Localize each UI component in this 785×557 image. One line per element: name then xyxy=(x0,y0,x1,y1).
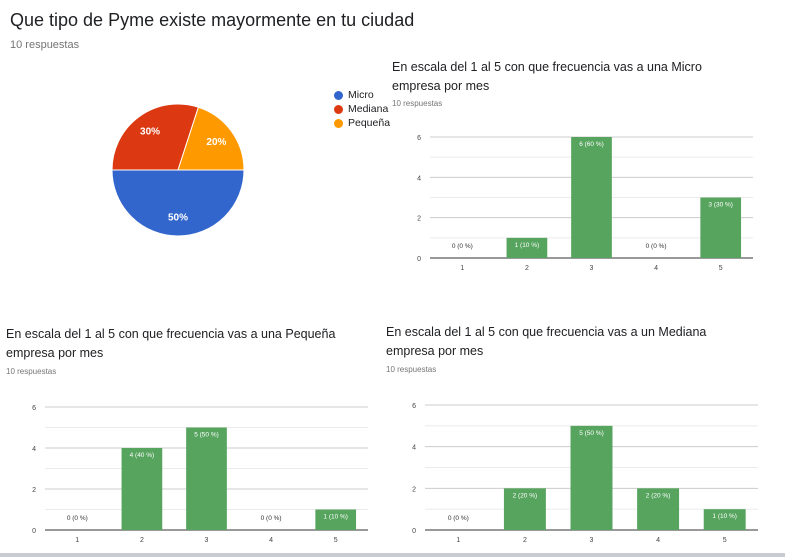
pie-legend: Micro Mediana Pequeña xyxy=(334,88,390,130)
bar-value-label: 3 (30 %) xyxy=(708,202,733,209)
mediana-chart-response-count: 10 respuestas xyxy=(386,365,437,374)
bar-value-label: 5 (50 %) xyxy=(194,432,219,439)
bar-value-label: 1 (10 %) xyxy=(712,513,737,520)
bar-value-label: 1 (10 %) xyxy=(515,242,540,249)
micro-chart-response-count: 10 respuestas xyxy=(392,99,443,108)
x-tick-label: 3 xyxy=(590,265,594,272)
bottom-divider xyxy=(0,553,785,557)
pie-chart: 50% 30% 20% xyxy=(111,103,245,237)
pie-slice-pequena[interactable] xyxy=(177,106,245,171)
x-tick-label: 1 xyxy=(456,537,460,544)
x-tick-label: 2 xyxy=(140,537,144,544)
pie-slice-micro[interactable] xyxy=(111,169,245,237)
bar[interactable] xyxy=(571,137,612,258)
y-tick-label: 4 xyxy=(417,175,421,182)
pie-slice-label-mediana: 30% xyxy=(140,127,160,138)
bar[interactable] xyxy=(186,427,227,531)
bar-value-label: 6 (60 %) xyxy=(579,141,604,148)
y-tick-label: 4 xyxy=(32,446,36,453)
pie-chart-response-count: 10 respuestas xyxy=(10,39,80,51)
legend-item-pequena[interactable]: Pequeña xyxy=(334,116,390,130)
y-tick-label: 2 xyxy=(417,216,421,223)
bar[interactable] xyxy=(703,509,746,530)
x-tick-label: 5 xyxy=(719,265,723,272)
x-tick-label: 1 xyxy=(75,537,79,544)
x-tick-label: 2 xyxy=(523,537,527,544)
pie-slice-label-pequena: 20% xyxy=(206,137,226,148)
bar[interactable] xyxy=(700,197,742,259)
bar[interactable] xyxy=(506,237,548,258)
legend-label-micro: Micro xyxy=(348,89,374,101)
x-tick-label: 3 xyxy=(205,537,209,544)
bar[interactable] xyxy=(121,448,163,530)
legend-swatch-micro xyxy=(334,90,343,100)
bar-value-label: 1 (10 %) xyxy=(323,514,348,521)
y-tick-label: 4 xyxy=(412,445,416,452)
y-tick-label: 0 xyxy=(417,256,421,263)
y-tick-label: 2 xyxy=(32,487,36,494)
pie-slice-mediana[interactable] xyxy=(111,103,200,171)
x-tick-label: 5 xyxy=(334,537,338,544)
bar[interactable] xyxy=(570,425,613,530)
bar-value-label: 0 (0 %) xyxy=(67,515,88,522)
y-tick-label: 0 xyxy=(32,528,36,535)
y-tick-label: 6 xyxy=(32,405,36,412)
bar-value-label: 2 (20 %) xyxy=(513,492,538,499)
legend-label-mediana: Mediana xyxy=(348,103,389,115)
x-tick-label: 4 xyxy=(656,537,660,544)
bar-value-label: 5 (50 %) xyxy=(579,430,604,437)
y-tick-label: 2 xyxy=(412,486,416,493)
pequena-chart-response-count: 10 respuestas xyxy=(6,367,57,376)
micro-chart-title: En escala del 1 al 5 con que frecuencia … xyxy=(392,60,702,93)
y-tick-label: 0 xyxy=(412,528,416,535)
legend-label-pequena: Pequeña xyxy=(348,117,391,129)
bar[interactable] xyxy=(503,488,546,530)
bar[interactable] xyxy=(315,509,357,531)
micro-bar-chart: 0 2 4 6 0 (0 %) 1 1 (10 %) 2 6 (60 %) 3 0 (0 %) 4 3 … xyxy=(417,135,753,272)
x-tick-label: 3 xyxy=(590,537,594,544)
x-tick-label: 4 xyxy=(654,265,658,272)
bar-value-label: 0 (0 %) xyxy=(452,243,473,250)
bar-value-label: 0 (0 %) xyxy=(261,515,282,522)
bar-value-label: 2 (20 %) xyxy=(646,492,671,499)
bar-value-label: 4 (40 %) xyxy=(130,452,155,459)
x-tick-label: 2 xyxy=(525,265,529,272)
x-tick-label: 1 xyxy=(460,265,464,272)
y-tick-label: 6 xyxy=(412,403,416,410)
mediana-chart-title: En escala del 1 al 5 con que frecuencia … xyxy=(386,325,707,358)
bar[interactable] xyxy=(637,488,680,530)
x-tick-label: 4 xyxy=(269,537,273,544)
legend-swatch-mediana xyxy=(334,104,343,114)
mediana-bar-chart: 0 2 4 6 0 (0 %) 1 2 (20 %) 2 5 (50 %) 3 2 (20 %) 4 1… xyxy=(412,403,758,544)
legend-item-micro[interactable]: Micro xyxy=(334,88,390,102)
legend-item-mediana[interactable]: Mediana xyxy=(334,102,390,116)
bar-value-label: 0 (0 %) xyxy=(646,243,667,250)
y-tick-label: 6 xyxy=(417,135,421,142)
pequena-chart-title: En escala del 1 al 5 con que frecuencia … xyxy=(6,327,336,360)
x-tick-label: 5 xyxy=(723,537,727,544)
bar-value-label: 0 (0 %) xyxy=(448,515,469,522)
pequena-bar-chart: 0 2 4 6 0 (0 %) 1 4 (40 %) 2 5 (50 %) 3 0 (0 %) 4 1 … xyxy=(32,405,368,544)
pie-slice-label-micro: 50% xyxy=(168,213,188,224)
pie-chart-title: Que tipo de Pyme existe mayormente en tu… xyxy=(10,10,415,30)
legend-swatch-pequena xyxy=(334,118,343,128)
